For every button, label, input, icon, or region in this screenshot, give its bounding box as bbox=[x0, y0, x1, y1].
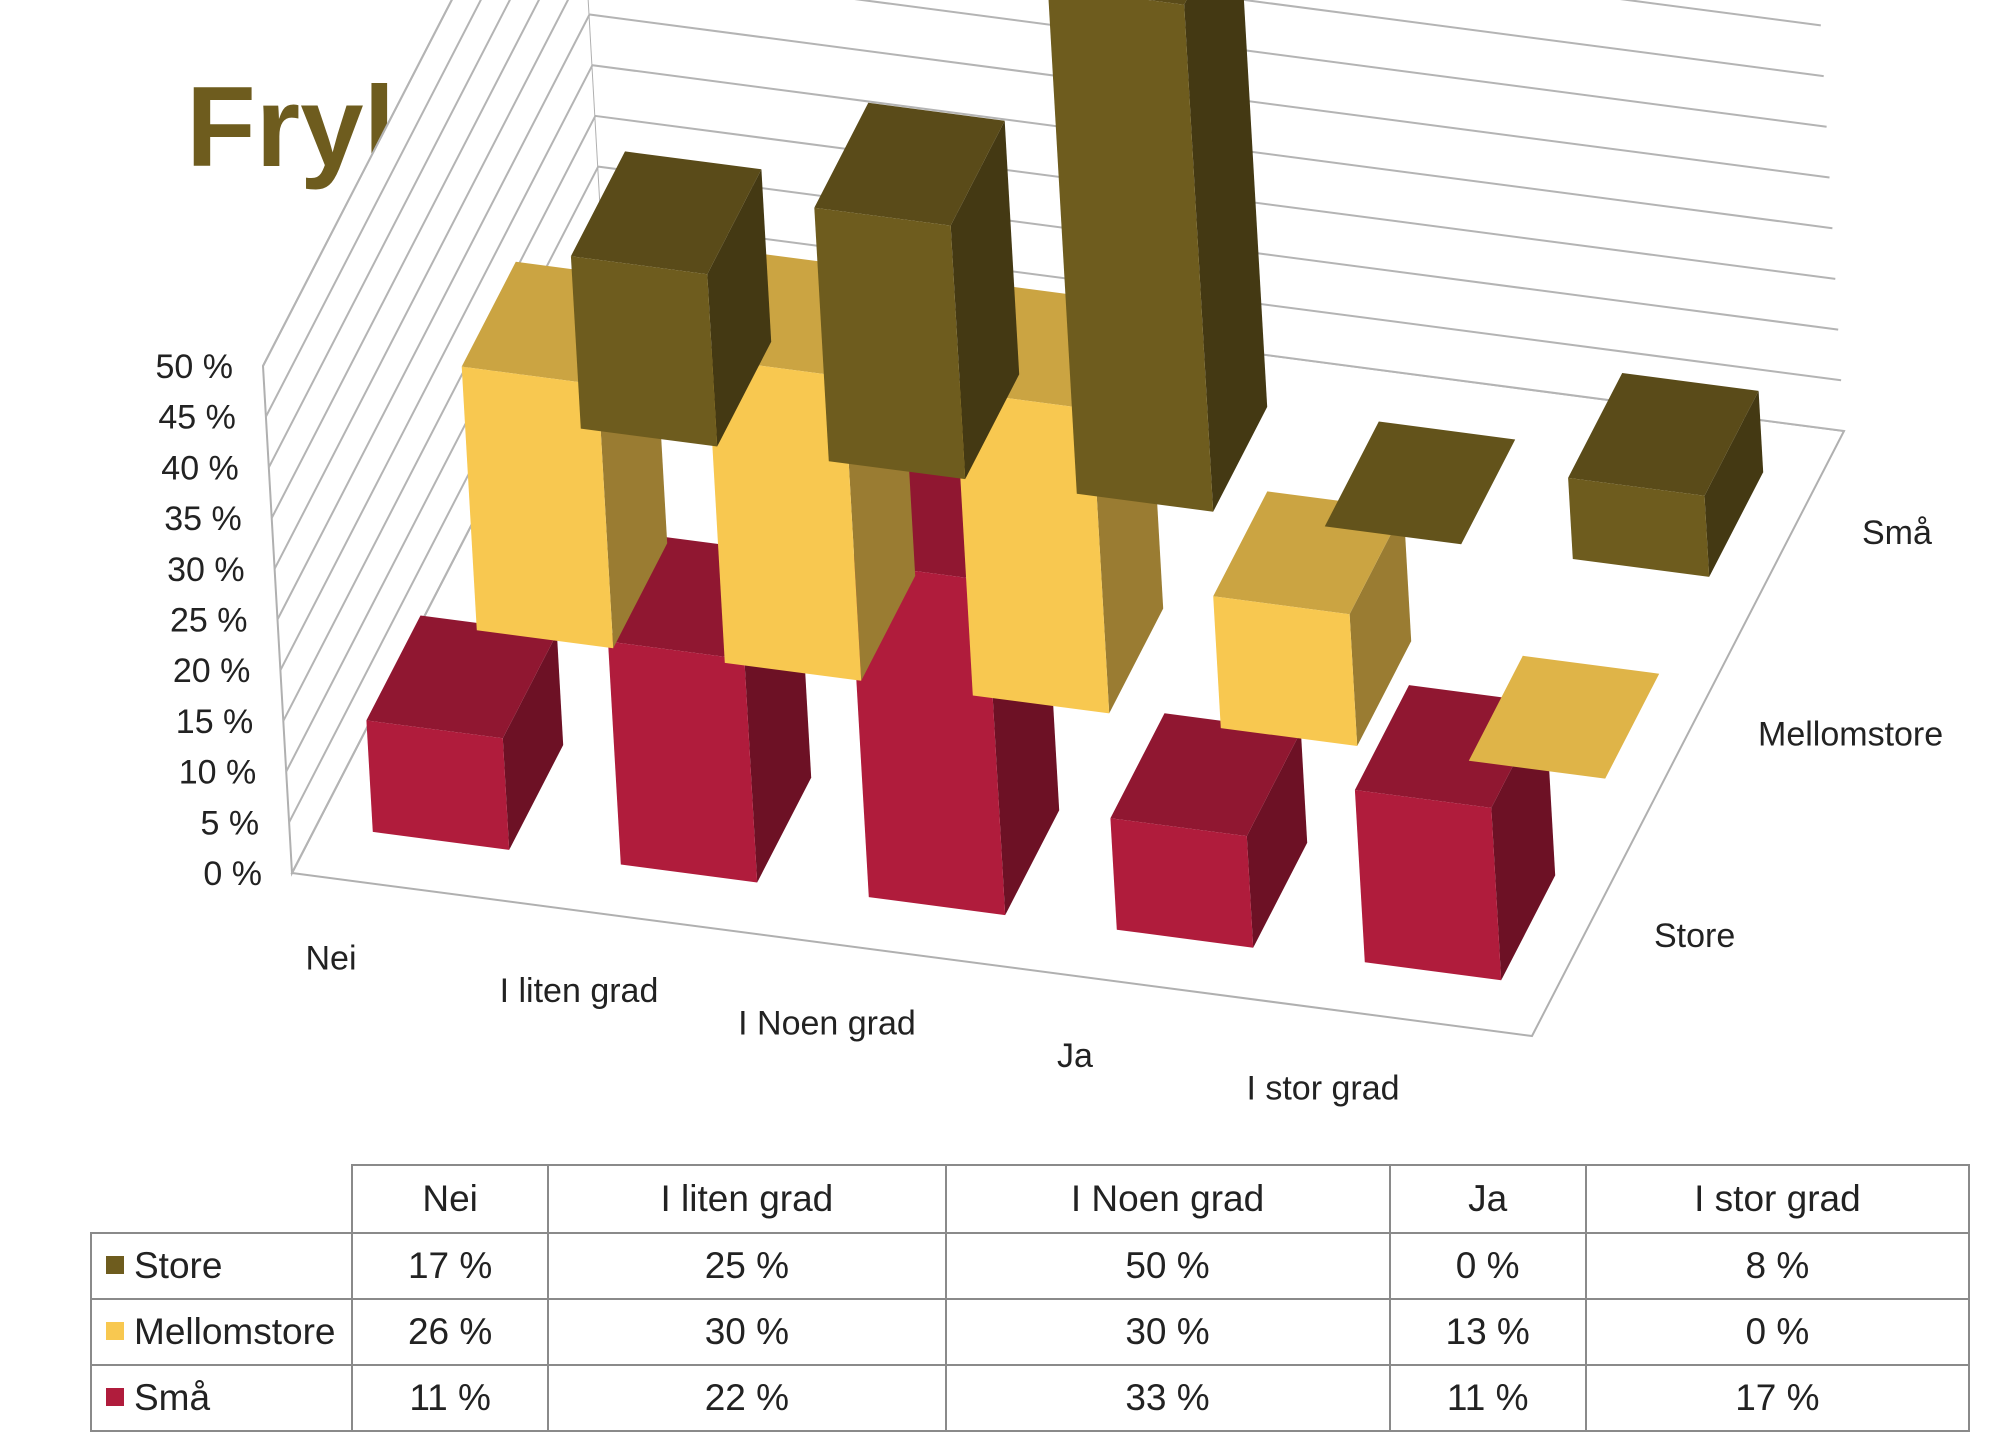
y-tick-label: 45 % bbox=[158, 399, 236, 437]
bar: Store – I Noen grad: 50 % bbox=[1048, 0, 1268, 512]
gridline bbox=[270, 0, 1824, 519]
table-cell: 8 % bbox=[1584, 1232, 1971, 1300]
x-tick-label: I liten grad bbox=[500, 972, 659, 1010]
table-column-header: I liten grad bbox=[547, 1164, 947, 1234]
legend-entry: Små bbox=[90, 1364, 353, 1432]
y-tick-label: 50 % bbox=[156, 348, 234, 386]
depth-tick-label: Mellomstore bbox=[1758, 716, 1943, 754]
gridline bbox=[276, 13, 1830, 620]
y-tick-label: 15 % bbox=[176, 703, 254, 741]
table-cell: 22 % bbox=[547, 1364, 947, 1432]
chart-bars: Små – Nei: 11 %Små – I liten grad: 22 %S… bbox=[366, 0, 1764, 981]
table-row: Små 11 % 22 % 33 % 11 % 17 % bbox=[90, 1364, 1971, 1432]
chart-plot: 0 % 5 % 10 % 15 % 20 % 25 % 30 % 35 % 40 % 45 % 50… bbox=[156, 0, 1943, 1108]
gridline bbox=[265, 0, 482, 418]
legend-entry: Store bbox=[90, 1232, 353, 1300]
legend-label: Mellomstore bbox=[134, 1311, 336, 1352]
y-tick-label: 20 % bbox=[173, 652, 251, 690]
data-table: Nei I liten grad I Noen grad Ja I stor grad … bbox=[90, 1164, 1971, 1432]
depth-tick-label: Små bbox=[1862, 514, 1932, 552]
legend-label: Små bbox=[134, 1377, 211, 1418]
depth-axis-ticks: Små Mellomstore Store bbox=[1654, 514, 1943, 955]
table-cell: 30 % bbox=[547, 1298, 947, 1366]
bar: Små – Ja: 11 % bbox=[1110, 713, 1308, 948]
y-tick-label: 35 % bbox=[164, 500, 242, 538]
table-row: Mellomstore 26 % 30 % 30 % 13 % 0 % bbox=[90, 1298, 1971, 1366]
x-tick-label: Nei bbox=[305, 939, 356, 977]
y-tick-label: 10 % bbox=[179, 754, 257, 792]
table-column-header: Nei bbox=[350, 1164, 550, 1234]
table-cell: 11 % bbox=[350, 1364, 550, 1432]
table-column-header: I Noen grad bbox=[944, 1164, 1391, 1234]
legend-swatch bbox=[106, 1322, 124, 1341]
table-body: Store 17 % 25 % 50 % 0 % 8 % Mellomstore 26 % 30… bbox=[90, 1232, 1971, 1432]
depth-tick-label: Store bbox=[1654, 917, 1735, 955]
x-tick-label: I Noen grad bbox=[738, 1005, 916, 1043]
y-tick-label: 30 % bbox=[167, 551, 245, 589]
gridline bbox=[279, 64, 1833, 671]
table-header-row: Nei I liten grad I Noen grad Ja I stor grad bbox=[91, 1164, 1971, 1234]
table-corner bbox=[91, 1165, 353, 1234]
table-column-header: Ja bbox=[1388, 1164, 1587, 1234]
x-axis-ticks: Nei I liten grad I Noen grad Ja I stor grad bbox=[305, 939, 1399, 1107]
bar: Store – Nei: 17 % bbox=[570, 151, 772, 447]
legend-label: Store bbox=[134, 1245, 223, 1286]
chart-gridlines bbox=[262, 0, 1845, 874]
table-cell: 50 % bbox=[944, 1232, 1391, 1300]
y-tick-label: 25 % bbox=[170, 602, 248, 640]
gridline bbox=[262, 0, 453, 367]
table-cell: 17 % bbox=[1584, 1364, 1971, 1432]
y-tick-label: 0 % bbox=[203, 855, 262, 893]
gridline bbox=[267, 0, 1821, 468]
gridline bbox=[273, 0, 1827, 570]
table-cell: 0 % bbox=[1584, 1298, 1971, 1366]
legend-swatch bbox=[106, 1388, 124, 1407]
table-cell: 17 % bbox=[350, 1232, 550, 1300]
table-column-header: I stor grad bbox=[1584, 1164, 1971, 1234]
table-cell: 33 % bbox=[944, 1364, 1391, 1432]
table-cell: 25 % bbox=[547, 1232, 947, 1300]
table-cell: 0 % bbox=[1388, 1232, 1587, 1300]
y-tick-label: 5 % bbox=[201, 804, 260, 842]
bar: Store – Ja: 0 % bbox=[1324, 421, 1516, 545]
x-tick-label: I stor grad bbox=[1246, 1070, 1399, 1108]
table-cell: 30 % bbox=[944, 1298, 1391, 1366]
legend-swatch bbox=[106, 1256, 124, 1275]
y-tick-label: 40 % bbox=[161, 449, 239, 487]
x-tick-label: Ja bbox=[1057, 1037, 1093, 1075]
legend-entry: Mellomstore bbox=[90, 1298, 353, 1366]
table-row: Store 17 % 25 % 50 % 0 % 8 % bbox=[90, 1232, 1971, 1300]
y-axis-ticks: 0 % 5 % 10 % 15 % 20 % 25 % 30 % 35 % 40 % 45 % 50… bbox=[156, 348, 263, 893]
bar: Små – Nei: 11 % bbox=[366, 615, 564, 850]
table-cell: 11 % bbox=[1388, 1364, 1587, 1432]
bar: Mellomstore – I stor grad: 0 % bbox=[1468, 655, 1660, 779]
bar: Store – I liten grad: 25 % bbox=[814, 102, 1020, 480]
gridline bbox=[285, 165, 1839, 773]
bar: Store – I stor grad: 8 % bbox=[1568, 373, 1764, 577]
gridline bbox=[282, 114, 1836, 722]
table-cell: 13 % bbox=[1388, 1298, 1587, 1366]
table-cell: 26 % bbox=[350, 1298, 550, 1366]
